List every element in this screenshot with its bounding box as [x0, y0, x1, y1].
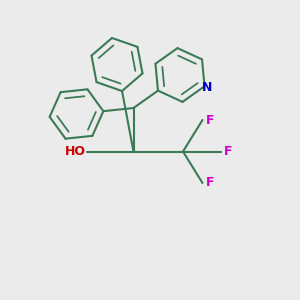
Text: HO: HO [64, 145, 86, 158]
Text: F: F [206, 113, 214, 127]
Text: F: F [224, 145, 232, 158]
Text: F: F [206, 176, 214, 190]
Text: N: N [202, 81, 213, 94]
